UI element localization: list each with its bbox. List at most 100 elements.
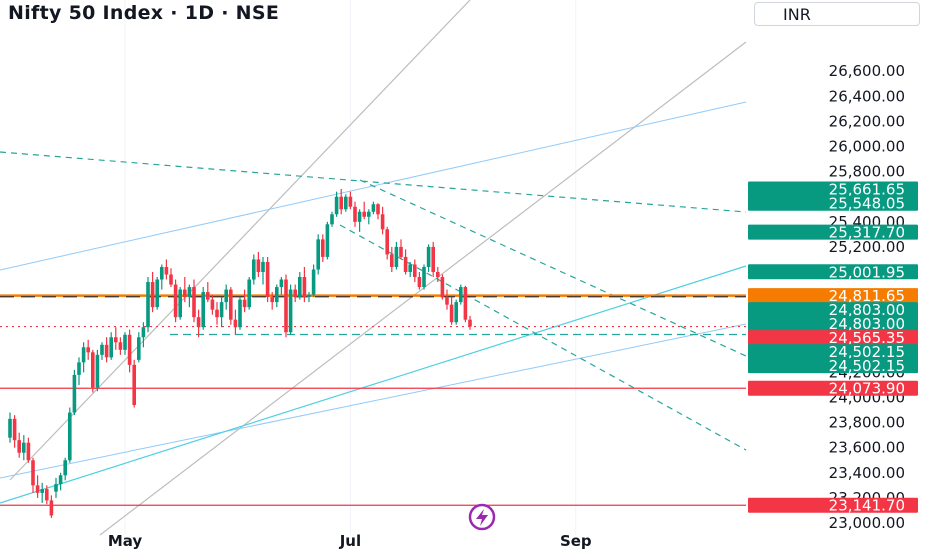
candle-body [399, 246, 403, 257]
candle-body [219, 302, 224, 318]
candle-body [459, 287, 463, 303]
trend-line [0, 151, 747, 213]
price-tag-label: 24,073.90 [829, 380, 905, 398]
time-axis-label: May [108, 532, 143, 550]
candle [54, 477, 58, 498]
candle-body [215, 309, 219, 318]
price-tag-background [748, 316, 918, 332]
candle-body [390, 254, 394, 267]
candle [256, 251, 261, 278]
candle-body [426, 246, 431, 267]
trend-line [339, 224, 747, 451]
candle-body [367, 211, 371, 217]
candle [77, 357, 81, 385]
candle [463, 285, 468, 323]
price-tag-label: 25,317.70 [829, 224, 905, 242]
candle-body [95, 354, 100, 388]
candle [224, 284, 228, 310]
price-tag: 24,502.15 [748, 343, 918, 361]
candle [196, 309, 201, 338]
price-tag: 25,661.65 [748, 180, 918, 198]
price-tag: 24,811.65 [748, 287, 918, 305]
trendline-layer [0, 0, 747, 536]
candle-body [12, 418, 17, 441]
candle-body [173, 284, 178, 318]
candle-body [344, 196, 348, 210]
price-tag-background [748, 330, 918, 346]
candle-body [413, 264, 417, 278]
price-tag-background [748, 302, 918, 318]
candle [431, 241, 435, 278]
candle [219, 297, 224, 328]
candle [293, 284, 297, 303]
candle-body [353, 206, 357, 222]
candle [325, 221, 330, 260]
candle [334, 191, 339, 217]
price-tag-background [748, 380, 918, 396]
candle-body [132, 364, 136, 406]
candle [390, 246, 394, 272]
price-axis-tick-label: 23,400.00 [829, 464, 905, 482]
candle [104, 337, 109, 363]
candle-body [192, 287, 196, 318]
candle [454, 299, 458, 325]
price-tag-label: 25,661.65 [829, 180, 905, 198]
lightning-logo[interactable] [468, 503, 496, 531]
candle-body [118, 342, 123, 350]
candle [229, 287, 233, 325]
candle [238, 297, 242, 330]
candle-body [284, 279, 288, 333]
candle-body [417, 277, 422, 288]
candle-body [160, 266, 164, 280]
candle-body [316, 239, 320, 270]
candle-body [183, 289, 187, 298]
time-axis: May Jul Sep [108, 532, 592, 550]
candle [17, 432, 21, 458]
candle [440, 274, 445, 300]
candle [68, 407, 72, 463]
candle-body [436, 272, 440, 278]
candle-body [31, 460, 35, 486]
candle [100, 342, 104, 360]
currency-selector[interactable]: INR [754, 2, 920, 26]
candle-body [380, 214, 385, 230]
candle [81, 342, 86, 373]
candle-body [109, 337, 113, 358]
candle-body [35, 485, 40, 493]
price-axis-tick-label: 26,200.00 [829, 112, 905, 130]
candle-body [293, 289, 297, 298]
candle-body [449, 304, 454, 323]
candle [344, 194, 348, 212]
price-tag-label: 25,001.95 [829, 263, 905, 281]
trend-line [99, 41, 747, 536]
candle [63, 457, 67, 481]
candle-body [54, 484, 58, 492]
price-tag-label: 25,548.05 [829, 195, 905, 213]
candle [311, 264, 316, 298]
candle [233, 309, 238, 335]
candle-body [81, 347, 86, 363]
candle-body [454, 302, 458, 323]
candle [298, 272, 302, 300]
candle-body [422, 266, 426, 288]
candle-body [348, 196, 353, 207]
candle-body [58, 475, 63, 485]
price-tag-label: 24,803.00 [829, 315, 905, 333]
price-tag: 25,317.70 [748, 224, 918, 242]
candle-body [45, 489, 49, 501]
candle-body [334, 196, 339, 215]
candle-body [150, 282, 155, 308]
time-axis-label: Jul [339, 532, 361, 550]
candle-body [279, 279, 284, 288]
candle-body [431, 246, 435, 272]
candle [252, 254, 256, 285]
price-tag-background [748, 195, 918, 211]
candle [380, 206, 385, 235]
candle [371, 201, 376, 215]
lightning-icon [476, 509, 488, 526]
candle [201, 287, 205, 330]
candle-body [127, 334, 132, 365]
price-tag: 24,803.00 [748, 315, 918, 333]
candle [242, 289, 247, 313]
